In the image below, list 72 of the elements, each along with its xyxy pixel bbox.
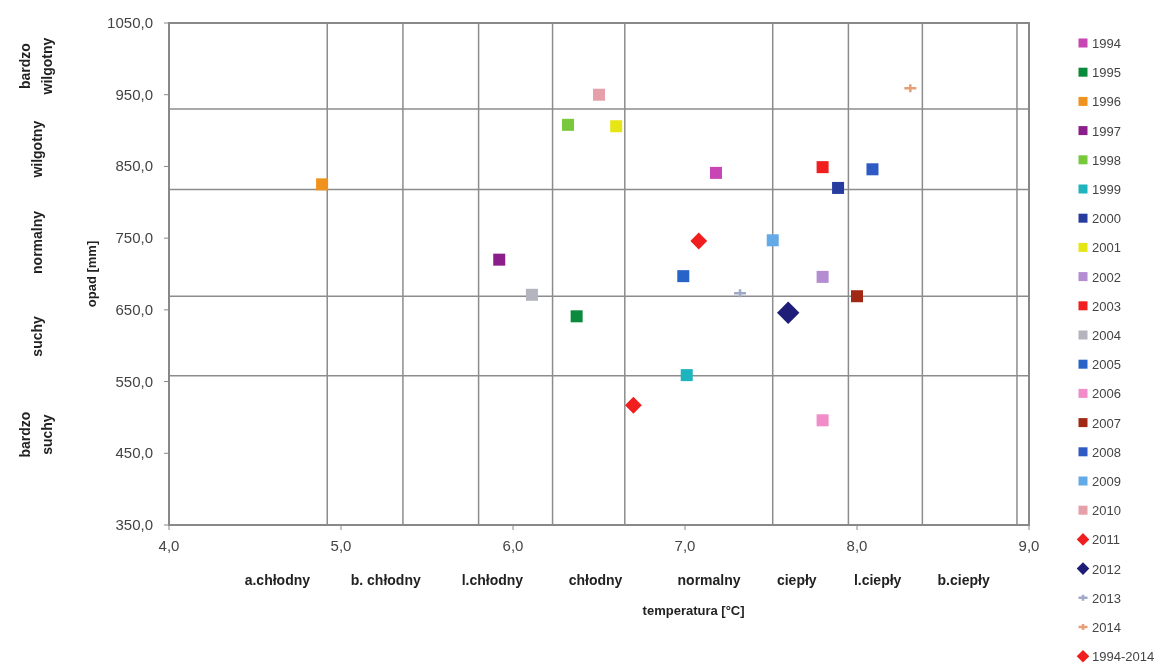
y-tick-label: 1050,0 [107,14,153,31]
point [316,178,329,191]
point [525,288,538,301]
y-tick-label: 750,0 [115,229,153,247]
x-tick-label: 9,0 [1018,537,1040,554]
text: bardzo suchy [17,411,55,458]
legend-label: 2001 [1092,240,1121,256]
text: chłodny [568,572,623,588]
text: normalny [677,572,741,588]
point [851,290,863,303]
x-tick-label: 8,0 [846,537,868,554]
x-tick-label: 6,0 [502,537,524,554]
point [766,234,779,247]
point [625,396,642,414]
text: l.chłodny [461,572,524,588]
y-tick-label: 350,0 [115,516,153,533]
point [593,88,605,101]
legend-label: 2008 [1092,444,1121,460]
point [493,253,506,266]
legend-label: 1996 [1092,94,1121,110]
legend-label: 2007 [1092,415,1121,431]
legend-label: 2006 [1092,386,1121,402]
y-tick-label: 650,0 [115,300,153,318]
point [680,369,693,382]
point [562,118,575,131]
text: ciepły [776,572,817,588]
legend-label: 2010 [1092,503,1121,519]
legend-label: 2000 [1092,211,1121,227]
legend-label: 2002 [1092,269,1121,285]
y-tick-label: 850,0 [115,157,153,175]
text: l.ciepły [853,572,902,588]
legend-label: 2013 [1092,590,1121,606]
legend-label: 1997 [1092,123,1121,139]
point [709,166,722,179]
y-tick-label: 450,0 [115,444,153,462]
point [570,310,583,323]
legend-label: 2005 [1092,357,1121,373]
point [816,414,829,427]
text: bardzo wilgotny [17,37,55,96]
text: b.ciepły [937,572,990,588]
point [690,232,708,250]
legend-label: 1998 [1092,152,1121,168]
point [866,163,879,176]
legend-label: 1999 [1092,182,1121,197]
x-tick-label: 7,0 [674,537,696,554]
legend-label: 1994 [1092,36,1121,51]
text: normalny [29,210,45,274]
point [832,181,845,194]
legend-label: 2003 [1092,298,1121,314]
legend-label: 2014 [1092,620,1121,635]
legend-label: 2012 [1092,561,1121,577]
text: suchy [29,315,45,357]
point [677,270,690,283]
y-axis-title: opad [mm] [84,240,99,308]
legend-label: 2009 [1092,474,1121,489]
point [816,161,829,174]
point [816,270,829,283]
x-tick-label: 5,0 [330,537,352,554]
point [610,120,623,133]
point [777,301,800,324]
legend-label: 1995 [1092,65,1121,81]
y-tick-label: 950,0 [115,85,153,103]
text: b. chłodny [350,572,421,588]
point [903,83,918,94]
x-axis-title: temperatura [°C] [642,603,745,618]
y-tick-label: 550,0 [115,372,153,390]
text: wilgotny [29,120,45,179]
legend-label: 2004 [1092,328,1121,343]
text: a.chłodny [244,572,311,588]
legend-label: 1994-2014 [1092,649,1155,665]
x-tick-label: 4,0 [158,537,180,554]
legend-label: 2011 [1092,532,1120,548]
